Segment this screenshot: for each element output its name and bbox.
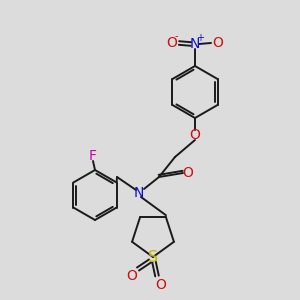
Text: -: -: [174, 31, 178, 41]
Text: O: O: [167, 36, 177, 50]
Text: O: O: [183, 166, 194, 180]
Text: O: O: [190, 128, 200, 142]
Text: O: O: [156, 278, 167, 292]
Text: O: O: [213, 36, 224, 50]
Text: N: N: [134, 186, 144, 200]
Text: O: O: [127, 269, 137, 283]
Text: N: N: [190, 37, 200, 51]
Text: S: S: [148, 250, 158, 265]
Text: +: +: [196, 33, 204, 43]
Text: F: F: [89, 149, 97, 163]
